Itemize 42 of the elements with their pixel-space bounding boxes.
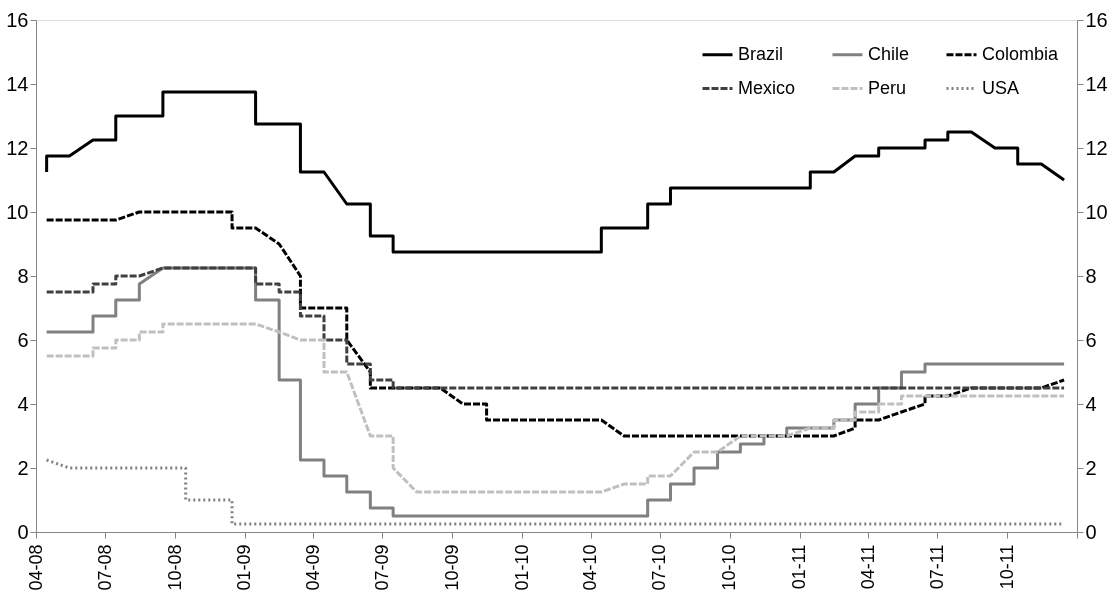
legend-label: Chile xyxy=(868,43,910,64)
y2-tick-label: 8 xyxy=(1085,264,1097,287)
y2-tick-label: 4 xyxy=(1085,392,1097,415)
y2-tick-label: 14 xyxy=(1085,72,1108,95)
x-tick-label: 04-08 xyxy=(25,544,46,591)
y2-tick-label: 10 xyxy=(1085,200,1108,223)
legend-label: USA xyxy=(982,77,1020,98)
y-tick-label: 14 xyxy=(6,72,29,95)
y-tick-label: 16 xyxy=(6,8,29,31)
line-series xyxy=(45,266,1066,390)
x-tick-label: 01-10 xyxy=(511,544,532,591)
legend-label: Brazil xyxy=(738,43,784,64)
y-tick-label: 10 xyxy=(6,200,29,223)
y2-tick-label: 12 xyxy=(1085,136,1108,159)
x-tick-label: 07-09 xyxy=(371,544,392,591)
x-tick-label: 04-09 xyxy=(302,544,323,591)
y-tick-label: 8 xyxy=(17,264,29,287)
x-tick-label: 10-08 xyxy=(164,544,185,591)
y2-tick-label: 2 xyxy=(1085,456,1097,479)
x-tick-label: 04-11 xyxy=(857,544,878,590)
legend-label: Colombia xyxy=(982,43,1060,64)
legend-label: Peru xyxy=(868,77,907,98)
legend-label: Mexico xyxy=(738,77,796,98)
y-tick-label: 6 xyxy=(17,328,29,351)
x-tick-label: 04-10 xyxy=(580,544,601,591)
x-tick-label: 01-11 xyxy=(789,544,810,590)
line-series xyxy=(45,210,1066,438)
x-tick-label: 07-11 xyxy=(926,544,947,590)
x-tick-label: 10-11 xyxy=(996,544,1017,590)
x-tick-label: 07-10 xyxy=(649,544,670,591)
y-tick-label: 2 xyxy=(17,456,29,479)
x-tick-label: 10-10 xyxy=(719,544,740,591)
y2-tick-label: 0 xyxy=(1085,520,1097,543)
x-tick-label: 01-09 xyxy=(234,544,255,591)
y2-tick-label: 16 xyxy=(1085,8,1108,31)
y-tick-label: 12 xyxy=(6,136,29,159)
line-series xyxy=(45,322,1066,494)
x-tick-label: 07-08 xyxy=(94,544,115,591)
y-tick-label: 4 xyxy=(17,392,29,415)
y2-tick-label: 6 xyxy=(1085,328,1097,351)
x-tick-label: 10-09 xyxy=(441,544,462,591)
y-tick-label: 0 xyxy=(17,520,29,543)
